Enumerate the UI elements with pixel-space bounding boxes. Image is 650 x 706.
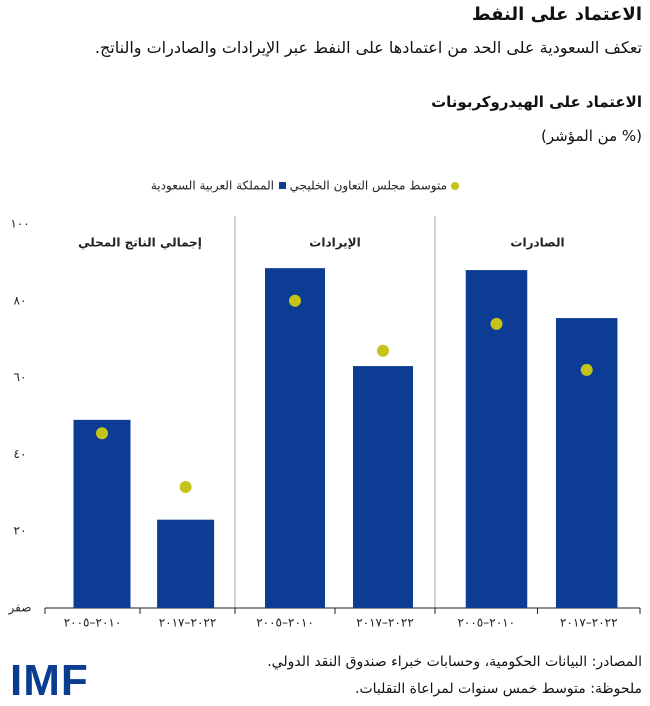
legend-swatch [279,182,286,189]
legend-swatch [451,182,459,190]
x-tick-label: ٢٠١٠–٢٠٠٥ [256,616,314,630]
y-tick-label: ٤٠ [14,447,27,461]
bar [265,268,325,608]
subtitle: تعكف السعودية على الحد من اعتمادها على ا… [94,38,642,57]
logo: IMF [10,656,89,705]
y-tick-label: صفر [8,601,32,616]
legend-label: متوسط مجلس التعاون الخليجي [290,179,447,194]
x-tick-label: ٢٠٢٢–٢٠١٧ [159,616,217,630]
bar [555,318,618,608]
y-tick-label: ١٠٠ [10,217,29,231]
page-title: الاعتماد على النفط [471,4,642,25]
gcc-dot [289,294,301,307]
unit-label: (% من المؤشر) [541,127,642,145]
x-tick-label: ٢٠١٠–٢٠٠٥ [457,616,515,630]
panel-title: إجمالي الناتج المحلي [78,236,202,250]
bar [73,419,131,608]
note: ملحوظة: متوسط خمس سنوات لمراعاة التقلبات… [355,681,642,697]
gcc-dot [377,344,389,357]
source: المصادر: البيانات الحكومية، وحسابات خبرا… [267,654,642,670]
y-tick-label: ٦٠ [14,370,27,384]
x-tick-label: ٢٠١٠–٢٠٠٥ [64,616,122,630]
chart-title: الاعتماد على الهيدروكربونات [431,93,642,111]
legend-label: المملكة العربية السعودية [151,179,274,194]
x-tick-label: ٢٠٢٢–٢٠١٧ [356,616,414,630]
bar [353,366,413,608]
y-tick-label: ٢٠ [14,524,27,538]
x-tick-label: ٢٠٢٢–٢٠١٧ [560,616,618,630]
gcc-dot [580,363,593,376]
panel-title: الصادرات [510,236,564,250]
gcc-dot [490,317,503,330]
gcc-dot [96,427,108,440]
gcc-dot [179,481,192,494]
bar [157,519,215,608]
panel-title: الإيرادات [309,236,360,250]
y-tick-label: ٨٠ [14,293,27,307]
